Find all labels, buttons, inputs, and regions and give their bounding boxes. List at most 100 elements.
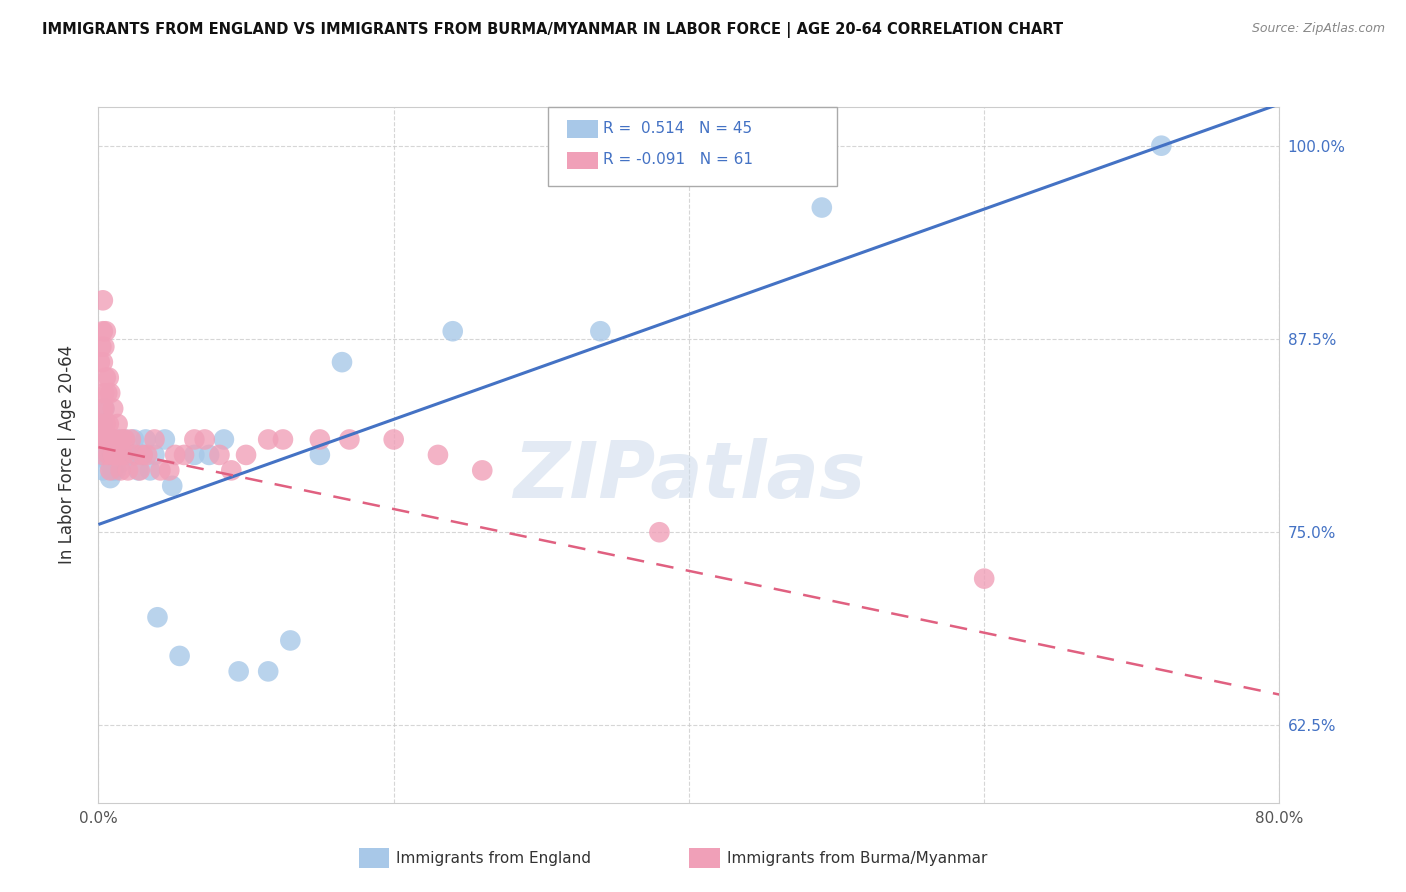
- Point: [93, 386, 115, 401]
- Point: [108, 433, 131, 447]
- Point: [96, 386, 118, 401]
- Point: [108, 448, 131, 462]
- Point: [91, 355, 114, 369]
- Point: [97, 370, 120, 384]
- Point: [98, 386, 121, 401]
- Point: [271, 433, 294, 447]
- Point: [382, 433, 405, 447]
- Point: [143, 433, 166, 447]
- Point: [120, 448, 142, 462]
- Y-axis label: In Labor Force | Age 20-64: In Labor Force | Age 20-64: [58, 345, 76, 565]
- Point: [89, 417, 111, 431]
- Point: [104, 433, 127, 447]
- Point: [120, 433, 142, 447]
- Point: [93, 401, 115, 416]
- Point: [153, 433, 176, 447]
- Point: [157, 463, 180, 477]
- Point: [90, 340, 112, 354]
- Point: [105, 448, 128, 462]
- Point: [117, 448, 139, 462]
- Point: [93, 340, 115, 354]
- Point: [89, 355, 111, 369]
- Point: [90, 433, 112, 447]
- Point: [93, 401, 115, 416]
- Point: [219, 463, 242, 477]
- Point: [339, 433, 360, 447]
- Point: [143, 448, 166, 462]
- Point: [228, 665, 250, 679]
- Text: Immigrants from England: Immigrants from England: [396, 851, 592, 865]
- Point: [98, 463, 121, 477]
- Point: [973, 572, 995, 586]
- Point: [149, 463, 172, 477]
- Point: [90, 433, 112, 447]
- Point: [94, 370, 117, 384]
- Point: [278, 633, 302, 648]
- Point: [91, 448, 114, 462]
- Point: [96, 433, 118, 447]
- Point: [111, 440, 134, 454]
- Point: [257, 665, 280, 679]
- Point: [91, 417, 114, 431]
- Point: [107, 448, 129, 462]
- Point: [146, 610, 169, 624]
- Point: [648, 525, 671, 540]
- Point: [97, 417, 120, 431]
- Point: [105, 463, 128, 477]
- Text: Source: ZipAtlas.com: Source: ZipAtlas.com: [1251, 22, 1385, 36]
- Point: [208, 448, 231, 462]
- Point: [330, 355, 353, 369]
- Text: Immigrants from Burma/Myanmar: Immigrants from Burma/Myanmar: [727, 851, 987, 865]
- Point: [98, 433, 121, 447]
- Point: [1150, 138, 1173, 153]
- Point: [589, 324, 612, 338]
- Point: [183, 448, 205, 462]
- Point: [183, 433, 205, 447]
- Point: [89, 448, 111, 462]
- Point: [98, 471, 121, 485]
- Point: [471, 463, 494, 477]
- Point: [91, 293, 114, 308]
- Point: [198, 448, 221, 462]
- Point: [127, 463, 149, 477]
- Point: [110, 463, 132, 477]
- Point: [91, 324, 114, 338]
- Point: [112, 448, 135, 462]
- Point: [257, 433, 280, 447]
- Point: [117, 463, 139, 477]
- Point: [96, 433, 118, 447]
- Point: [162, 479, 183, 493]
- Text: ZIPatlas: ZIPatlas: [513, 438, 865, 514]
- Point: [93, 433, 115, 447]
- Point: [91, 463, 114, 477]
- Point: [100, 448, 122, 462]
- Point: [194, 433, 217, 447]
- Text: R = -0.091   N = 61: R = -0.091 N = 61: [603, 153, 754, 167]
- Point: [103, 463, 125, 477]
- Point: [91, 401, 114, 416]
- Point: [103, 433, 125, 447]
- Point: [122, 433, 145, 447]
- Point: [103, 448, 125, 462]
- Point: [309, 448, 332, 462]
- Point: [169, 648, 191, 663]
- Point: [111, 433, 134, 447]
- Point: [100, 433, 122, 447]
- Point: [173, 448, 195, 462]
- Point: [114, 433, 136, 447]
- Point: [112, 448, 135, 462]
- Point: [94, 448, 117, 462]
- Point: [94, 417, 117, 431]
- Point: [165, 448, 187, 462]
- Point: [94, 324, 117, 338]
- Point: [235, 448, 257, 462]
- Point: [104, 448, 127, 462]
- Point: [132, 448, 155, 462]
- Text: R =  0.514   N = 45: R = 0.514 N = 45: [603, 121, 752, 136]
- Point: [97, 456, 120, 470]
- Point: [107, 417, 129, 431]
- Point: [427, 448, 450, 462]
- Point: [139, 463, 162, 477]
- Point: [110, 456, 132, 470]
- Point: [128, 463, 150, 477]
